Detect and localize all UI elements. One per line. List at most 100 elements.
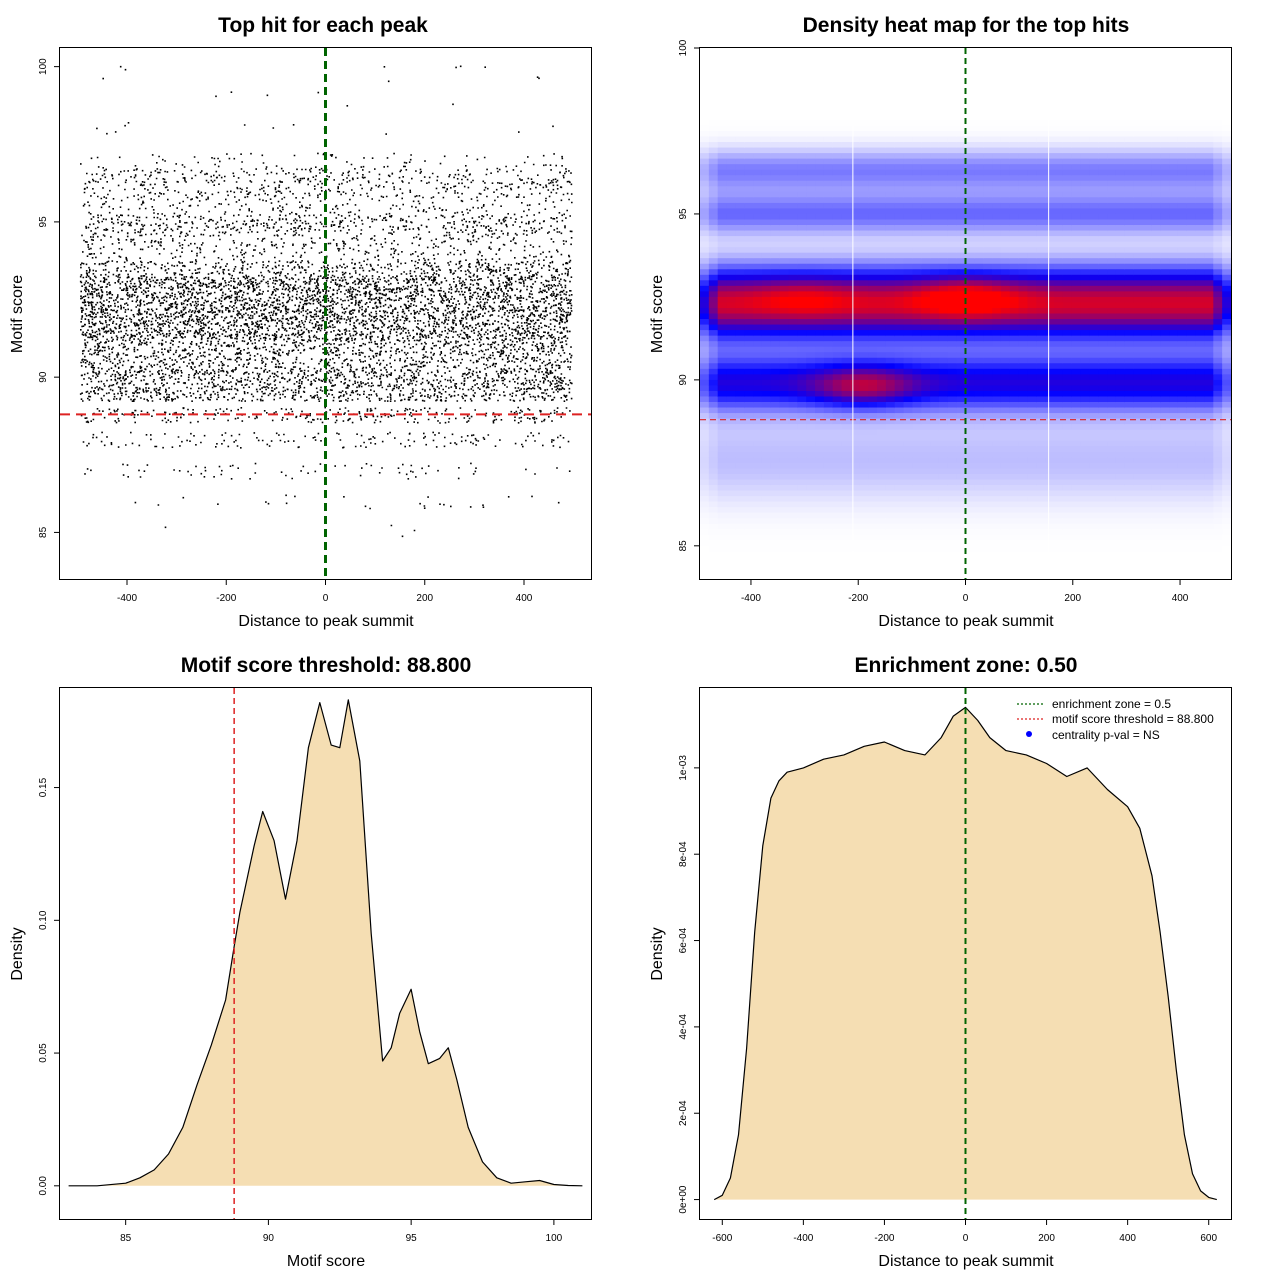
heatmap-cell — [885, 396, 896, 403]
heatmap-cell — [956, 567, 967, 575]
heatmap-cell — [1124, 197, 1135, 204]
heatmap-cell — [832, 169, 843, 176]
heatmap-cell — [815, 374, 825, 381]
heatmap-cell — [823, 313, 834, 320]
heatmap-cell — [974, 191, 984, 198]
heatmap-cell — [779, 368, 790, 375]
heatmap-cell — [938, 114, 949, 121]
heatmap-cell — [1027, 125, 1037, 132]
heatmap-cell — [859, 153, 869, 160]
heatmap-cell — [708, 496, 719, 503]
heatmap-cell — [753, 225, 763, 232]
heatmap-cell — [956, 258, 967, 265]
heatmap-cell — [1071, 191, 1082, 198]
heatmap-cell — [1142, 385, 1152, 392]
heatmap-cell — [1045, 186, 1055, 193]
heatmap-cell — [1018, 263, 1029, 270]
heatmap-cell — [717, 285, 728, 292]
heatmap-cell — [1089, 418, 1099, 425]
heatmap-cell — [1142, 457, 1152, 464]
heatmap-cell — [1107, 70, 1117, 77]
heatmap-cell — [841, 130, 852, 138]
heatmap-cell — [912, 81, 922, 88]
heatmap-cell — [903, 64, 913, 71]
heatmap-cell — [1018, 208, 1029, 215]
heatmap-cell — [726, 573, 736, 580]
heatmap-cell — [930, 418, 940, 425]
heatmap-cell — [894, 103, 905, 110]
heatmap-cell — [894, 534, 905, 541]
heatmap-cell — [885, 280, 896, 287]
heatmap-cell — [1124, 153, 1135, 160]
heatmap-cell — [700, 330, 710, 337]
heatmap-cell — [1098, 291, 1108, 298]
heatmap-cell — [1098, 413, 1108, 420]
heatmap-cell — [815, 313, 825, 320]
heatmap-cell — [779, 341, 790, 348]
heatmap-cell — [1107, 81, 1117, 88]
heatmap-cell — [1000, 263, 1011, 270]
heatmap-cell — [1115, 507, 1126, 514]
heatmap-cell — [823, 108, 834, 115]
heatmap-cell — [1115, 263, 1126, 270]
heatmap-cell — [1089, 402, 1099, 409]
heatmap-cell — [1080, 330, 1090, 337]
heatmap-cell — [797, 64, 807, 71]
heatmap-cell — [753, 114, 763, 121]
heatmap-cell — [744, 97, 754, 104]
heatmap-cell — [1009, 119, 1020, 127]
heatmap-cell — [700, 285, 710, 292]
heatmap-cell — [956, 136, 967, 143]
heatmap-cell — [1045, 114, 1055, 121]
heatmap-cell — [1080, 368, 1090, 375]
heatmap-cell — [877, 324, 887, 331]
heatmap-cell — [717, 59, 728, 66]
heatmap-cell — [1133, 379, 1144, 387]
heatmap-cell — [885, 119, 896, 127]
heatmap-cell — [1009, 567, 1020, 575]
heatmap-cell — [788, 429, 798, 436]
heatmap-cell — [753, 462, 763, 469]
heatmap-cell — [1151, 280, 1161, 287]
heatmap-cell — [735, 169, 745, 176]
heatmap-cell — [947, 191, 958, 198]
heatmap-cell — [912, 125, 922, 132]
heatmap-cell — [983, 53, 993, 60]
heatmap-cell — [903, 252, 913, 259]
heatmap-cell — [1133, 236, 1144, 243]
heatmap-cell — [788, 540, 798, 547]
heatmap-cell — [823, 396, 834, 403]
heatmap-cell — [735, 379, 745, 387]
heatmap-cell — [832, 379, 843, 387]
heatmap-cell — [1098, 556, 1108, 564]
heatmap-cell — [717, 385, 728, 392]
heatmap-cell — [1018, 319, 1029, 326]
heatmap-cell — [744, 341, 754, 348]
heatmap-cell — [823, 446, 834, 453]
heatmap-cell — [921, 518, 931, 525]
heatmap-cell — [744, 125, 754, 132]
heatmap-cell — [779, 562, 790, 569]
heatmap-cell — [1062, 396, 1073, 403]
heatmap-cell — [868, 518, 878, 525]
heatmap-cell — [868, 274, 878, 281]
heatmap-cell — [921, 396, 931, 403]
heatmap-cell — [868, 180, 878, 187]
heatmap-cell — [894, 241, 905, 248]
heatmap-cell — [717, 330, 728, 337]
heatmap-cell — [1124, 457, 1135, 464]
heatmap-cell — [1018, 413, 1029, 420]
heatmap-cell — [956, 440, 967, 447]
heatmap-cell — [974, 103, 984, 110]
heatmap-cell — [700, 180, 710, 187]
heatmap-cell — [779, 241, 790, 248]
heatmap-cell — [1027, 103, 1037, 110]
heatmap-cell — [797, 490, 807, 497]
heatmap-cell — [992, 551, 1002, 558]
heatmap-cell — [930, 424, 940, 431]
heatmap-cell — [1124, 379, 1135, 387]
heatmap-cell — [1045, 302, 1055, 309]
heatmap-cell — [832, 92, 843, 99]
heatmap-cell — [1036, 108, 1046, 115]
heatmap-cell — [992, 562, 1002, 569]
